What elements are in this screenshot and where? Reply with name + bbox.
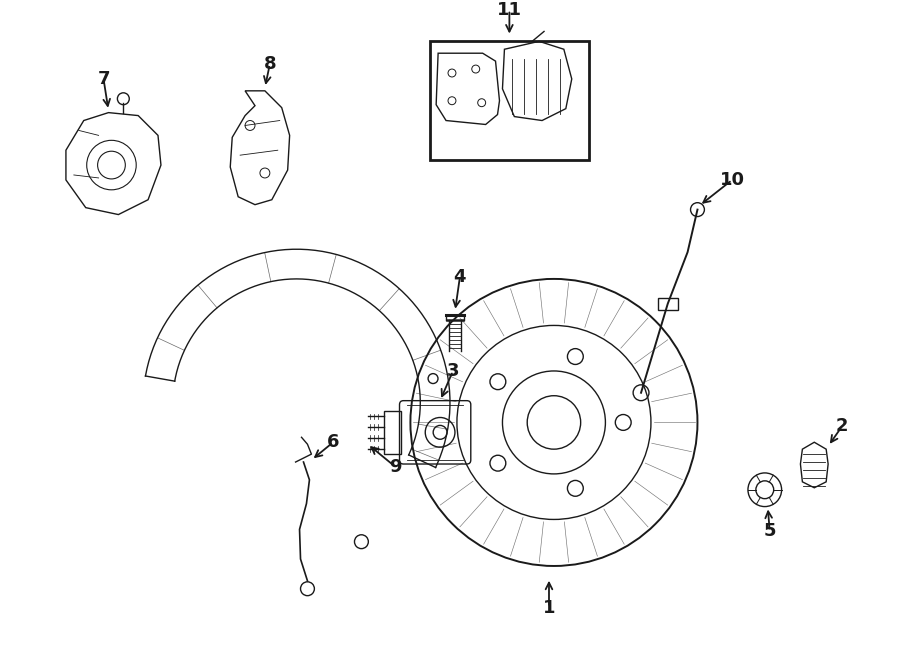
Bar <box>383 410 401 454</box>
Text: 10: 10 <box>720 171 744 189</box>
Bar <box>430 42 589 160</box>
Text: 7: 7 <box>97 70 110 88</box>
Text: 11: 11 <box>497 1 522 19</box>
Text: 2: 2 <box>836 417 848 436</box>
Text: 6: 6 <box>327 433 339 451</box>
Text: 3: 3 <box>446 362 459 380</box>
Text: 1: 1 <box>543 599 555 617</box>
Text: 4: 4 <box>454 268 466 286</box>
Text: 5: 5 <box>763 522 776 540</box>
Bar <box>658 297 678 309</box>
Text: 8: 8 <box>264 55 276 73</box>
Text: 9: 9 <box>390 458 401 476</box>
